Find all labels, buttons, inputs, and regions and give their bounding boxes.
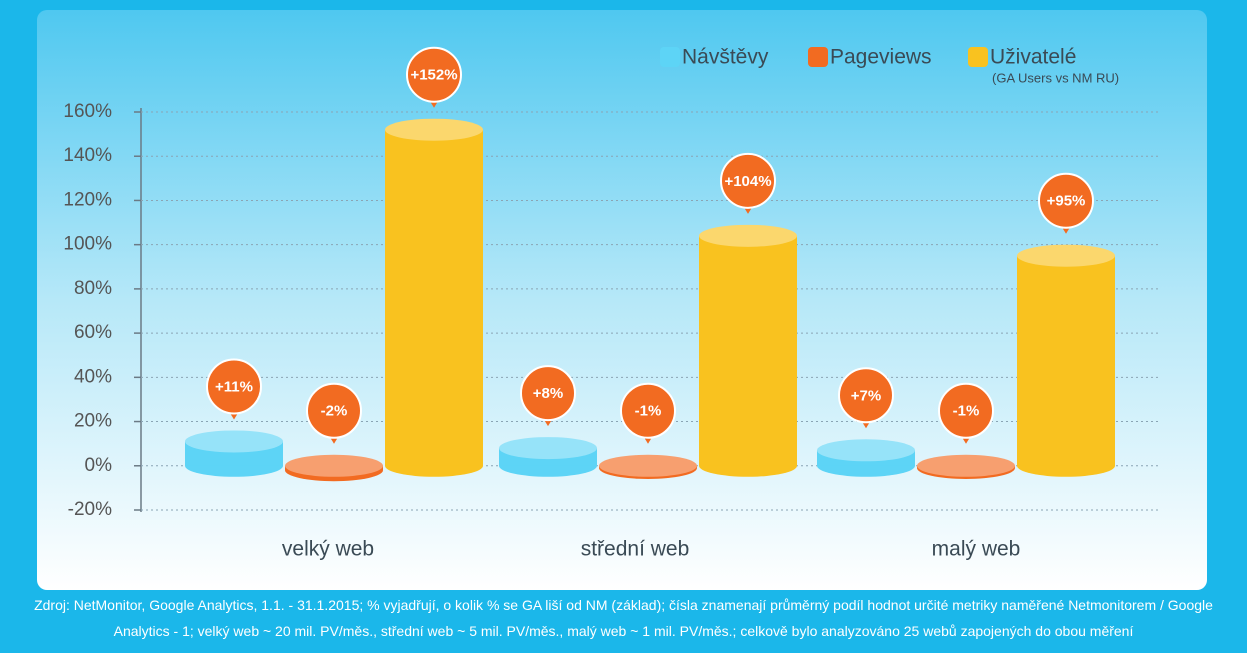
bar-top (817, 439, 915, 462)
bar-top (385, 118, 483, 141)
legend-label: Pageviews (830, 46, 932, 69)
bar-top (917, 454, 1015, 477)
value-label: +11% (215, 378, 253, 395)
value-label: +104% (724, 173, 771, 190)
bar (699, 235, 797, 466)
card (37, 10, 1207, 590)
legend-swatch (968, 47, 988, 67)
bar (1017, 255, 1115, 466)
y-tick-label: 40% (74, 366, 112, 387)
y-tick-label: 20% (74, 411, 112, 432)
y-tick-label: 60% (74, 322, 112, 343)
callout (720, 152, 776, 209)
x-tick-label: velký web (282, 538, 374, 561)
value-label: +7% (851, 387, 881, 404)
value-label: +152% (410, 67, 457, 84)
value-label: +8% (533, 385, 563, 402)
y-tick-label: 80% (74, 278, 112, 299)
y-tick-label: -20% (68, 499, 112, 520)
callout (938, 382, 994, 439)
value-label: -1% (635, 403, 662, 420)
value-label: -2% (321, 403, 348, 420)
bar-top (599, 454, 697, 477)
x-tick-label: střední web (581, 538, 690, 561)
bar-top (699, 224, 797, 247)
legend-label: Návštěvy (682, 46, 769, 69)
callout (206, 358, 262, 415)
callout (406, 46, 462, 103)
legend-note: (GA Users vs NM RU) (992, 70, 1119, 85)
bar-top (1017, 244, 1115, 267)
bar (385, 129, 483, 466)
value-label: -1% (953, 403, 980, 420)
chart: -20% 0% 20% 40% 60% 80% 100% 120% 140% 160% Návště… (37, 10, 1207, 590)
bar-top (285, 454, 383, 477)
bar-top (499, 437, 597, 460)
callout (620, 382, 676, 439)
callout (838, 367, 894, 424)
y-tick-label: 120% (63, 189, 112, 210)
callout (306, 382, 362, 439)
bar-top (185, 430, 283, 453)
legend-label: Uživatelé (990, 46, 1076, 69)
y-tick-label: 140% (63, 145, 112, 166)
x-tick-label: malý web (932, 538, 1021, 561)
callout (1038, 172, 1094, 229)
footnote: Zdroj: NetMonitor, Google Analytics, 1.1… (34, 597, 1213, 639)
callout (520, 365, 576, 422)
y-tick-label: 0% (85, 455, 113, 476)
y-tick-label: 160% (63, 101, 112, 122)
legend-swatch (808, 47, 828, 67)
value-label: +95% (1047, 193, 1086, 210)
legend-swatch (660, 47, 680, 67)
y-tick-label: 100% (63, 234, 112, 255)
